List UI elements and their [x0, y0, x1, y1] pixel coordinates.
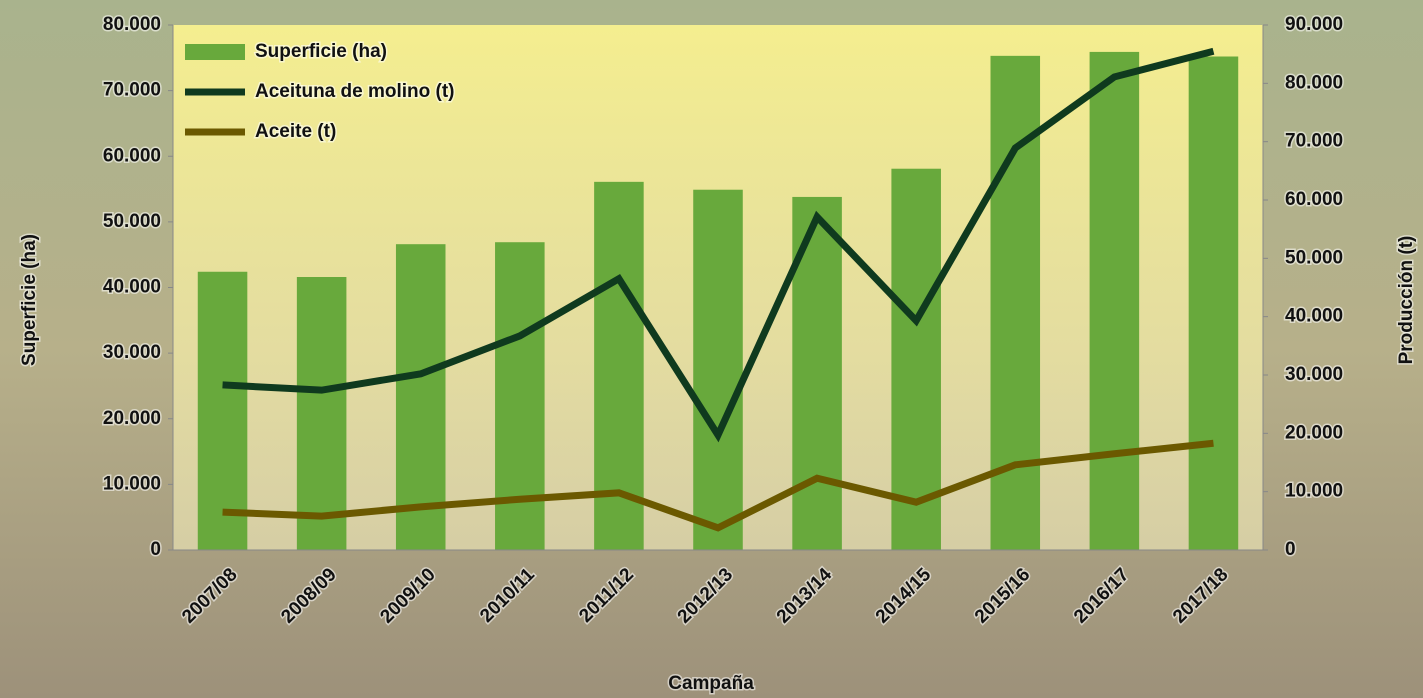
y-tick-label: 50.000: [103, 211, 161, 232]
y-tick-label: 40.000: [103, 277, 161, 298]
y-axis-title: Superficie (ha): [19, 234, 40, 366]
y2-tick-label: 90.000: [1285, 14, 1343, 35]
y-tick-label: 10.000: [103, 473, 161, 494]
legend-label: Aceituna de molino (t): [255, 81, 455, 102]
x-axis-title: Campaña: [668, 673, 754, 694]
y-tick-label: 30.000: [103, 342, 161, 363]
bar: [296, 277, 347, 550]
y-tick-label: 20.000: [103, 408, 161, 429]
legend-label: Superficie (ha): [255, 41, 387, 62]
y2-axis-title: Producción (t): [1396, 236, 1417, 365]
bar: [693, 189, 743, 550]
y2-tick-label: 70.000: [1285, 131, 1343, 152]
bar: [1188, 56, 1239, 550]
bar: [197, 271, 248, 550]
bar: [1089, 51, 1140, 550]
y2-tick-label: 0: [1285, 539, 1296, 560]
legend-swatch: [185, 44, 245, 60]
y2-tick-label: 40.000: [1285, 306, 1343, 327]
line: [222, 439, 1214, 532]
y-tick-label: 80.000: [103, 14, 161, 35]
y-tick-label: 60.000: [103, 145, 161, 166]
y2-tick-label: 10.000: [1285, 481, 1343, 502]
y2-tick-label: 80.000: [1285, 72, 1343, 93]
legend-label: Aceite (t): [255, 121, 336, 142]
y-tick-label: 70.000: [103, 80, 161, 101]
bar: [395, 244, 446, 550]
line: [222, 47, 1215, 443]
bar: [990, 55, 1041, 550]
bar: [891, 168, 941, 550]
y2-tick-label: 60.000: [1285, 189, 1343, 210]
y2-tick-label: 30.000: [1285, 364, 1343, 385]
y2-tick-label: 50.000: [1285, 247, 1343, 268]
y2-tick-label: 20.000: [1285, 422, 1343, 443]
bar: [594, 181, 644, 550]
y-tick-label: 0: [150, 539, 161, 560]
